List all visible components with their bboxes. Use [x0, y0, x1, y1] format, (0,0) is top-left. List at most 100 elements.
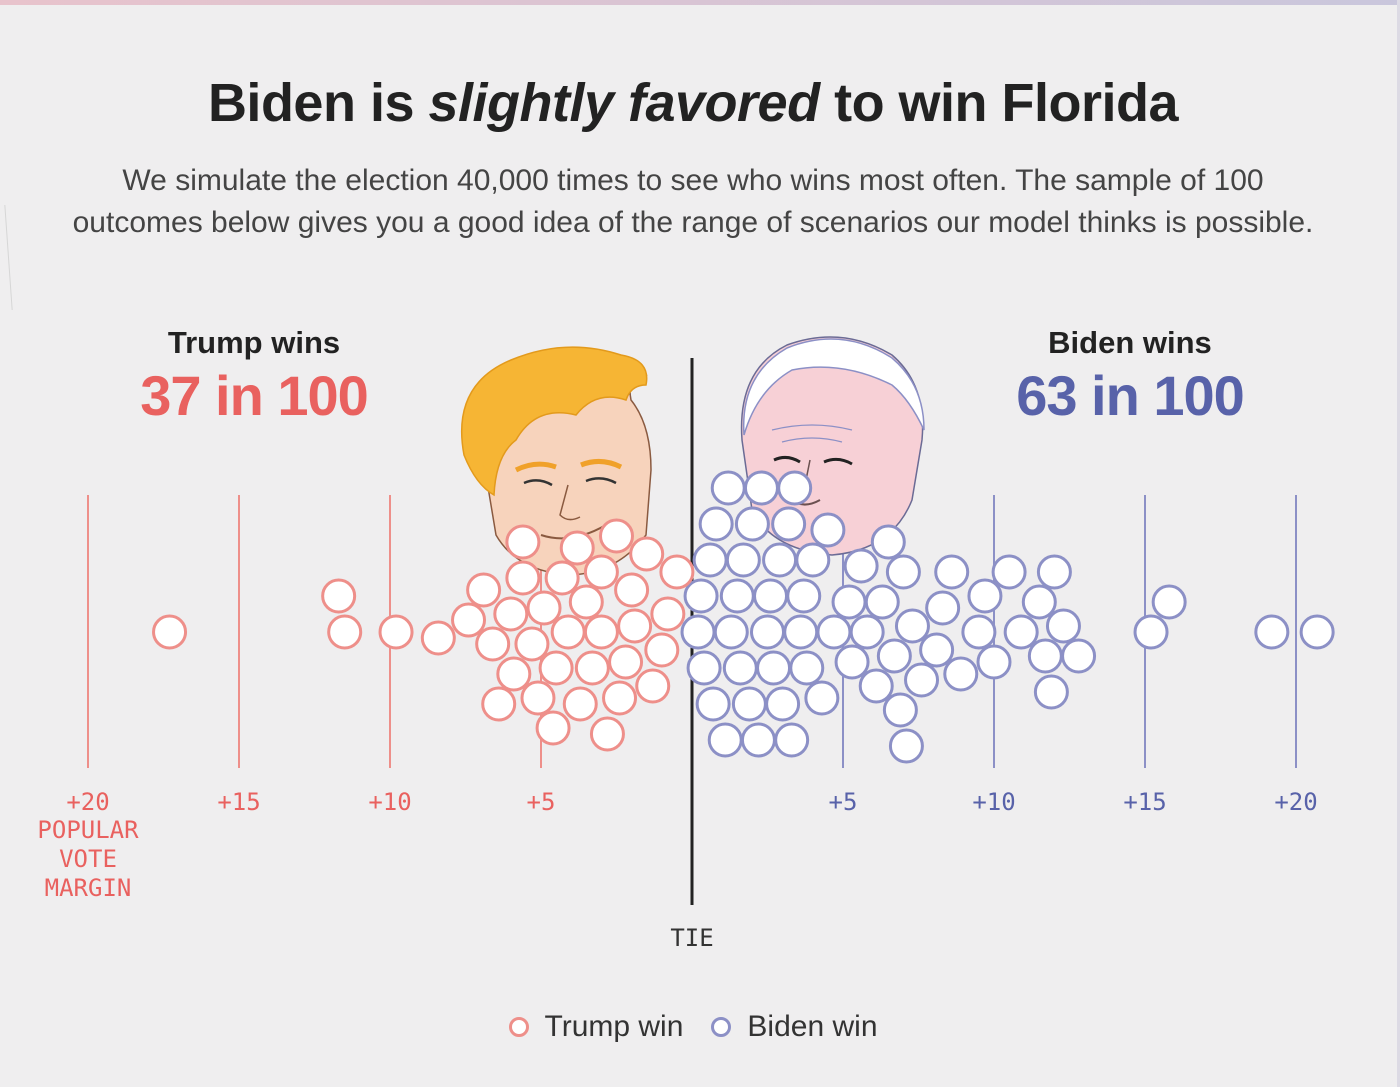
biden-outcome-dot: [795, 542, 831, 578]
biden-outcome-dot: [816, 614, 852, 650]
biden-outcome-dot: [740, 722, 776, 758]
trump-hair: [460, 346, 648, 497]
biden-outcome-dot: [976, 644, 1012, 680]
biden-outcome-dot: [1021, 584, 1057, 620]
biden-hair: [742, 338, 925, 436]
biden-outcome-dot: [710, 470, 746, 506]
biden-outcome-dot: [1027, 638, 1063, 674]
trump-nose: [559, 484, 581, 521]
biden-outcome-dot: [991, 554, 1027, 590]
trump-outcome-dot: [608, 644, 644, 680]
biden-outcome-dot: [777, 470, 813, 506]
biden-outcome-dot: [783, 614, 819, 650]
trump-outcome-dot: [378, 614, 414, 650]
tick-label-biden-20: +20: [1274, 788, 1317, 816]
trump-wins-label: Trump wins: [167, 325, 341, 360]
tick-label-biden-5: +5: [829, 788, 858, 816]
biden-wins-label: Biden wins: [1048, 325, 1212, 360]
tick-label-trump-20: +20: [66, 788, 109, 816]
biden-outcome-dot: [734, 506, 770, 542]
trump-outcome-dot: [589, 716, 625, 752]
biden-outcome-dot: [713, 614, 749, 650]
trump-outcome-dot: [599, 518, 634, 554]
trump-outcome-dot: [574, 650, 610, 686]
trump-outcome-dot: [602, 680, 638, 716]
trump-outcome-dot: [321, 578, 357, 614]
trump-brows: [514, 459, 623, 473]
trump-outcome-dot: [659, 554, 695, 590]
top-border: [0, 0, 1400, 5]
trump-outcome-dot: [152, 614, 188, 650]
trump-outcome-dot: [493, 596, 529, 632]
biden-outcome-dot: [771, 506, 807, 542]
biden-win-swatch-icon: [711, 1017, 732, 1037]
legend-label-biden: Biden win: [747, 1010, 878, 1043]
trump-outcome-dot: [535, 710, 571, 746]
trump-outcome-dot: [583, 614, 619, 650]
trump-outcome-dot: [520, 680, 556, 716]
biden-outcome-dot: [774, 722, 810, 758]
biden-outcome-dot: [1045, 608, 1081, 644]
biden-outcome-dot: [904, 662, 940, 698]
biden-outcome-dot: [934, 554, 970, 590]
biden-outcome-dot: [1033, 674, 1069, 710]
biden-outcome-dot: [894, 608, 930, 644]
trump-wins-odds: 37 in 100: [140, 364, 369, 427]
biden-outcome-dot: [683, 578, 719, 614]
trump-outcome-dot: [526, 590, 562, 626]
trump-outcome-dot: [650, 596, 686, 632]
tick-label-trump-15: +15: [217, 788, 260, 816]
biden-outcome-dot: [680, 614, 716, 650]
biden-outcome-dot: [753, 578, 789, 614]
trump-outcome-dot: [635, 668, 671, 704]
biden-outcome-dot: [925, 590, 961, 626]
biden-outcome-dot: [843, 548, 879, 584]
biden-outcome-dot: [1299, 614, 1335, 650]
biden-outcome-dot: [882, 692, 918, 728]
trump-outcome-dot: [550, 614, 586, 650]
trump-win-swatch-icon: [508, 1017, 529, 1037]
trump-outcome-dot: [583, 554, 619, 590]
biden-outcome-dot: [858, 668, 894, 704]
biden-outcome-dot: [686, 650, 722, 686]
biden-outcome-dot: [707, 722, 743, 758]
trump-outcome-dot: [617, 608, 653, 644]
biden-outcome-dot: [756, 650, 792, 686]
trump-outcome-dot: [466, 572, 502, 608]
title-suffix: to win Florida: [819, 73, 1179, 133]
legend-label-trump: Trump win: [544, 1010, 684, 1043]
biden-outcome-dot: [786, 578, 822, 614]
trump-outcome-dot: [481, 686, 517, 722]
outcome-dots: [152, 470, 1335, 764]
biden-outcome-dot: [1133, 614, 1169, 650]
trump-outcome-dot: [629, 536, 665, 572]
biden-wins-odds: 63 in 100: [1016, 364, 1245, 427]
biden-outcome-dot: [870, 524, 906, 560]
biden-outcome-dot: [810, 512, 846, 548]
trump-outcome-dot: [538, 650, 574, 686]
biden-outcome-dot: [765, 686, 801, 722]
biden-outcome-dot: [695, 686, 731, 722]
biden-outcome-dot: [919, 632, 955, 668]
biden-outcome-dot: [750, 614, 785, 650]
tick-label-trump-5: +5: [527, 788, 556, 816]
biden-outcome-dot: [967, 578, 1003, 614]
biden-outcome-dot: [831, 584, 867, 620]
trump-outcome-dot: [420, 620, 456, 656]
biden-outcome-dot: [1061, 638, 1097, 674]
trump-eyes: [523, 477, 617, 487]
axis-title-line: POPULAR: [37, 816, 139, 844]
trump-outcome-dot: [644, 632, 680, 668]
legend-item-biden: Biden win: [711, 1010, 878, 1044]
biden-outcome-dot: [876, 638, 912, 674]
tick-label-tie: TIE: [670, 924, 713, 952]
chart-title: Biden is slightly favored to win Florida: [0, 72, 1386, 134]
biden-outcome-dot: [1036, 554, 1072, 590]
biden-outcome-dot: [731, 686, 767, 722]
trump-outcome-dot: [496, 656, 532, 692]
title-prefix: Biden is: [207, 73, 429, 133]
trump-outcome-dot: [562, 686, 598, 722]
tick-label-trump-10: +10: [368, 788, 411, 816]
